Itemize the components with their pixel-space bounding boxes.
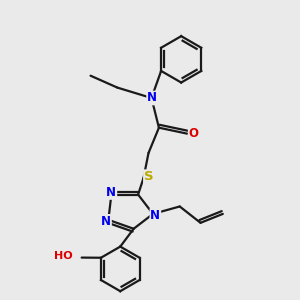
Text: S: S	[144, 170, 154, 183]
Text: N: N	[106, 186, 116, 199]
Text: N: N	[101, 215, 111, 228]
Text: N: N	[147, 92, 157, 104]
Text: N: N	[150, 209, 160, 222]
Text: HO: HO	[55, 251, 73, 261]
Text: O: O	[189, 127, 199, 140]
